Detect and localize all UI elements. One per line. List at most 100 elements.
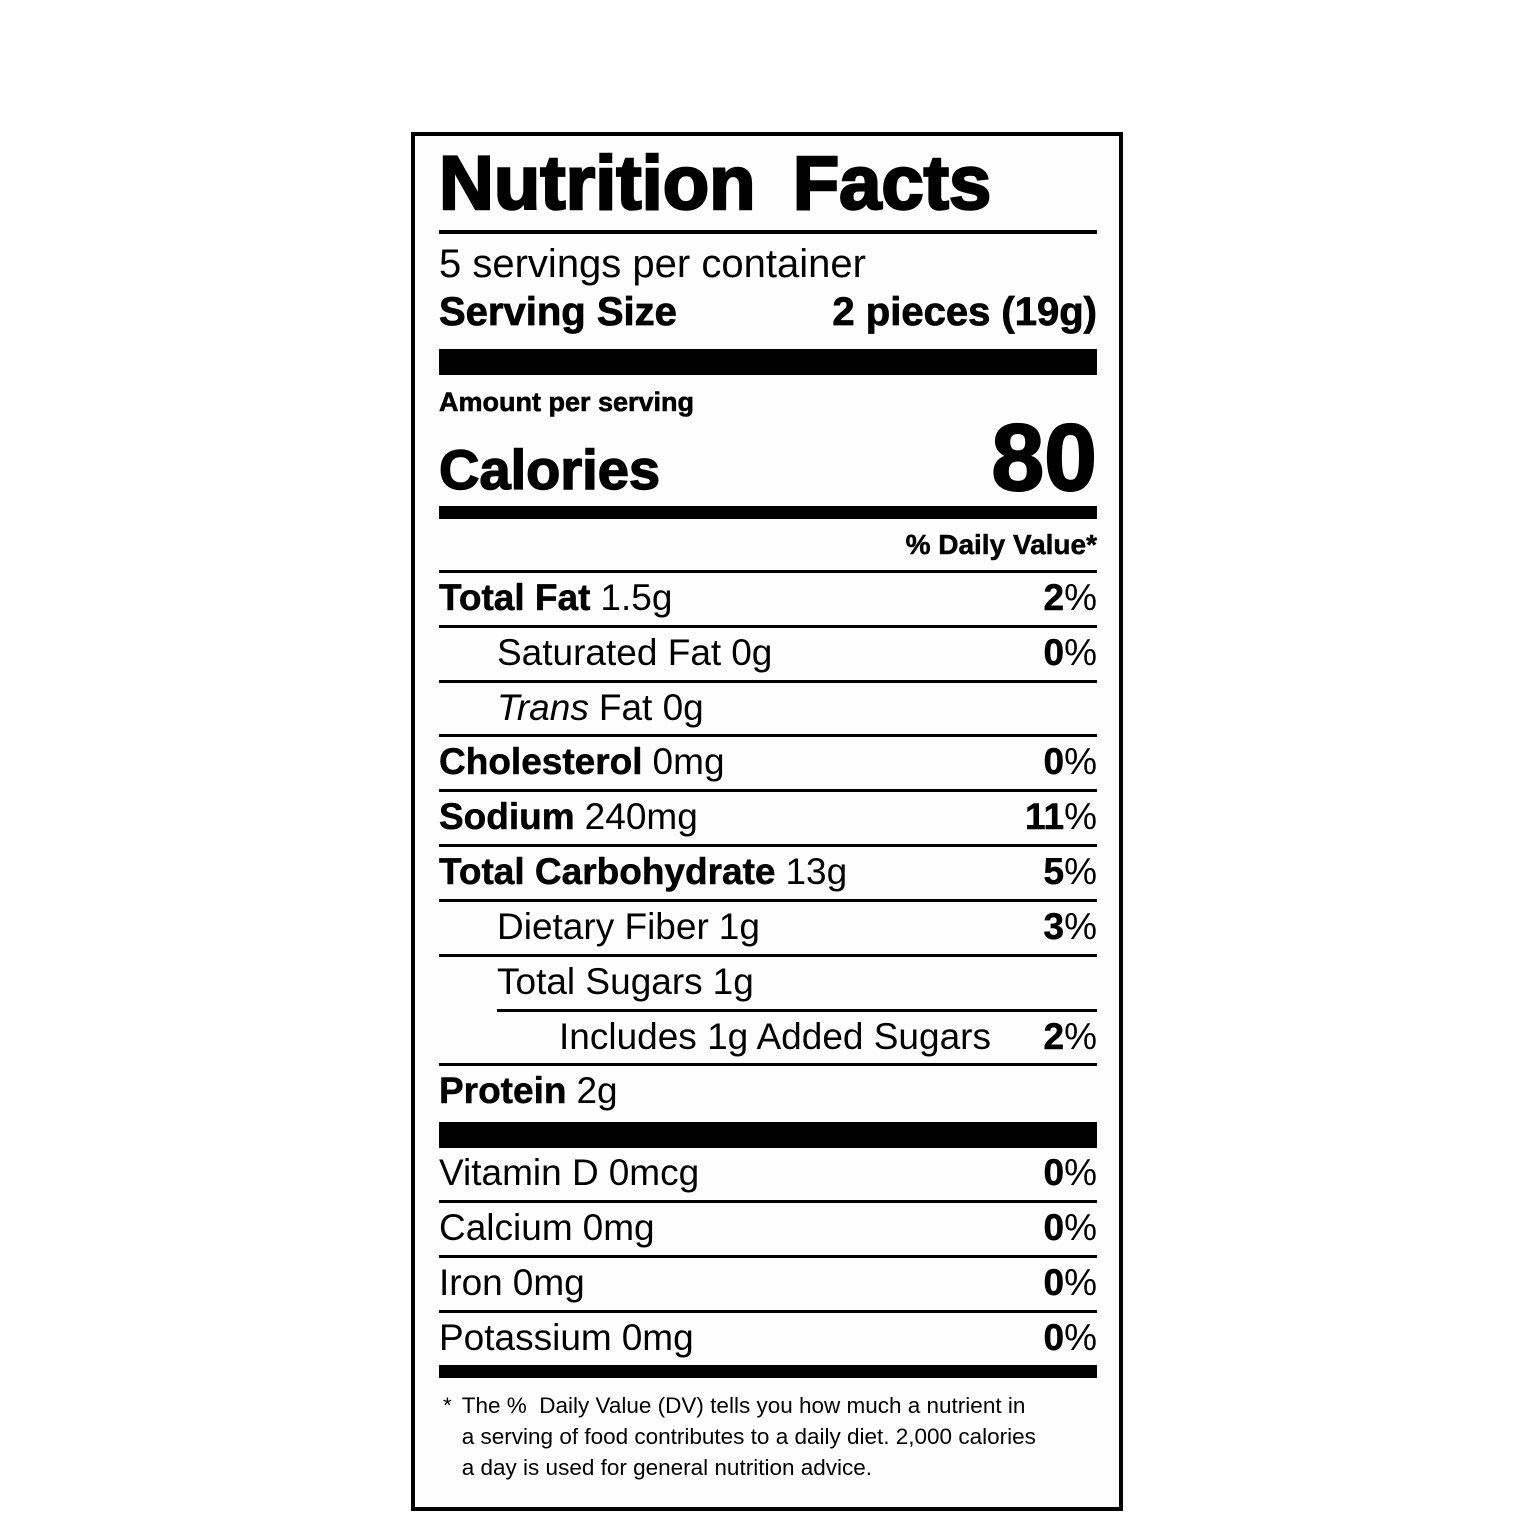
nutrient-amount: 0mg [582,1207,655,1249]
daily-value-number: 0 [1043,1152,1065,1194]
nutrient-amount: 0g [731,631,773,673]
daily-value-number: 5 [1043,851,1065,893]
row-divider [439,1309,1097,1313]
nutrient-amount: 0mg [512,1262,585,1304]
nutrient-name: Total Carbohydrate [439,851,776,893]
calories-label: Calories [438,437,661,501]
nutrient-name: Total Sugars [497,960,703,1002]
daily-value: 2% [1043,1015,1097,1057]
daily-value: 0% [1043,633,1097,673]
serving-size-row: Serving Size 2 pieces (19g) [439,290,1098,335]
footnote: * The % Daily Value (DV) tells you how m… [439,1378,1097,1493]
footnote-divider-bar [439,1364,1097,1378]
serving-size-value: 2 pieces (19g) [832,290,1097,335]
daily-value-header: % Daily Value* [905,528,1097,561]
nutrient-row-protein: Protein 2g [439,1066,1097,1118]
nutrient-name: Vitamin D [439,1152,599,1194]
nutrient-amount: 1.5g [600,576,673,618]
vitamin-row-iron: Iron 0mg 0% [439,1258,1097,1310]
nutrient-name: Iron [439,1262,503,1304]
row-divider [439,569,1097,573]
nutrient-name-group: Calcium 0mg [439,1207,655,1249]
amount-per-serving-label: Amount per serving [439,387,695,418]
nutrient-name-group: Total Carbohydrate 13g [439,851,848,893]
row-divider [439,953,1097,957]
nutrient-name-group: Includes 1g Added Sugars [559,1017,991,1057]
title-divider [439,230,1097,234]
row-divider [439,1063,1097,1067]
nutrient-row-total-sugars: Total Sugars 1g [439,957,1097,1009]
nutrient-name-group: Trans Fat 0g [497,686,704,728]
nutrient-amount: 1g [712,960,754,1002]
daily-value-number: 0 [1043,1316,1065,1358]
row-divider [439,1255,1097,1259]
nutrient-name: Calcium [439,1207,573,1249]
nutrient-row-trans-fat: Trans Fat 0g [439,683,1097,735]
nutrient-name-group: Cholesterol 0mg [439,741,725,783]
section-bar-vitamins [439,1122,1097,1149]
nutrient-row-sodium: Sodium 240mg 11% [439,792,1097,844]
row-divider [439,1200,1097,1204]
nutrient-amount: 0mg [621,1316,694,1358]
footnote-asterisk: * [443,1392,452,1418]
percent-sign: % [1064,1262,1097,1304]
daily-value: 0% [1043,1262,1097,1304]
nutrient-name-group: Dietary Fiber 1g [497,905,760,947]
calories-divider-bar [439,505,1097,519]
row-divider [439,624,1097,628]
vitamin-row-vitamin-d: Vitamin D 0mcg 0% [439,1148,1097,1200]
calories-row: Calories 80 [438,405,1098,511]
nutrient-name-group: Total Fat 1.5g [439,576,673,618]
percent-sign: % [1064,1015,1097,1057]
daily-value-number: 0 [1043,741,1065,783]
row-divider [439,679,1097,683]
vitamin-row-potassium: Potassium 0mg 0% [439,1313,1097,1365]
nutrient-name-group: Potassium 0mg [439,1316,694,1358]
daily-value-number: 0 [1043,1262,1065,1304]
nutrient-name: Potassium [439,1316,612,1358]
label-title: Nutrition Facts [438,141,993,226]
daily-value-number: 0 [1043,1207,1065,1249]
daily-value: 11% [1024,796,1097,838]
nutrient-row-saturated-fat: Saturated Fat 0g 0% [439,628,1097,680]
nutrient-name: Sodium [439,796,575,838]
nutrition-facts-label: Nutrition Facts 5 servings per container… [411,132,1123,1511]
nutrient-amount: 13g [785,851,848,893]
nutrient-amount: 0mg [652,741,725,783]
nutrient-name-group: Vitamin D 0mcg [439,1152,700,1194]
row-divider [439,898,1097,902]
nutrient-row-total-fat: Total Fat 1.5g 2% [439,573,1097,625]
row-divider [439,789,1097,793]
row-divider [439,734,1097,738]
nutrient-name: Saturated Fat [497,631,722,673]
nutrient-amount: Fat 0g [598,686,704,728]
percent-sign: % [1064,796,1097,838]
daily-value: 2% [1043,576,1097,618]
nutrient-row-total-carbohydrate: Total Carbohydrate 13g 5% [439,847,1097,899]
percent-sign: % [1064,1152,1097,1194]
nutrient-name-group: Total Sugars 1g [497,960,754,1002]
daily-value: 5% [1043,851,1097,893]
nutrient-name: Dietary Fiber [497,905,709,947]
daily-value-number: 11 [1024,796,1065,838]
nutrient-name: Trans [497,686,589,728]
row-divider-indented [497,1008,1097,1012]
nutrient-amount: 2g [576,1070,618,1112]
daily-value: 3% [1043,905,1097,947]
daily-value: 0% [1043,741,1097,783]
nutrient-name: Protein [439,1070,567,1112]
nutrient-row-cholesterol: Cholesterol 0mg 0% [439,737,1097,789]
nutrient-name: Total Fat [439,576,591,618]
percent-sign: % [1064,905,1097,947]
daily-value-number: 2 [1043,576,1065,618]
daily-value-number: 2 [1043,1015,1065,1057]
percent-sign: % [1064,576,1097,618]
vitamin-row-calcium: Calcium 0mg 0% [439,1203,1097,1255]
daily-value: 0% [1043,1207,1097,1249]
nutrient-amount: 0mcg [608,1152,700,1194]
nutrient-row-dietary-fiber: Dietary Fiber 1g 3% [439,902,1097,954]
nutrient-name-group: Saturated Fat 0g [497,631,773,673]
percent-sign: % [1064,1316,1097,1358]
calories-value: 80 [990,405,1098,511]
